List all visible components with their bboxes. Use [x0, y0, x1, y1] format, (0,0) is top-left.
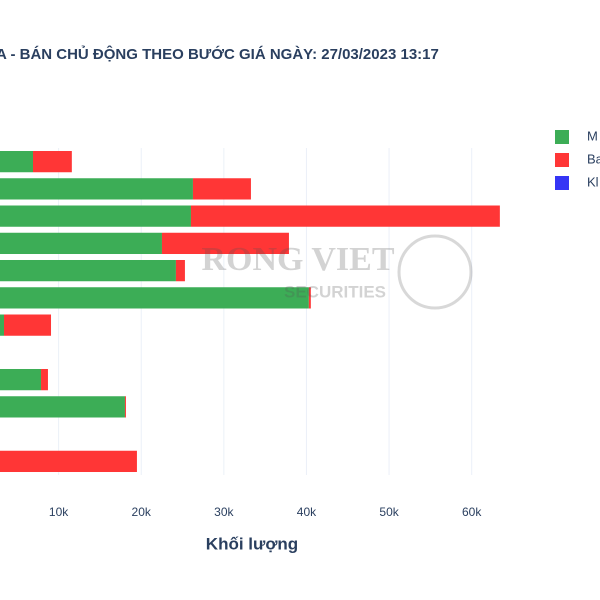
legend-label: Ba	[587, 151, 600, 166]
x-axis-label: Khối lượng	[206, 534, 298, 553]
chart-title: A - BÁN CHỦ ĐỘNG THEO BƯỚC GIÁ NGÀY: 27/…	[0, 45, 439, 63]
bar-segment	[0, 368, 42, 391]
bar-segment	[308, 287, 311, 309]
x-tick-label: 40k	[297, 505, 317, 519]
bar-segment	[0, 205, 191, 227]
bar-segment	[124, 396, 126, 418]
x-tick-label: 60k	[462, 505, 482, 519]
bar-segment	[41, 368, 48, 391]
bar-segment	[175, 259, 185, 282]
legend-swatch	[555, 176, 569, 190]
bar-segment	[190, 205, 500, 227]
bar-segment	[33, 150, 72, 173]
x-tick-label: 10k	[49, 505, 69, 519]
bar-segment	[0, 314, 5, 336]
legend-swatch	[555, 130, 569, 144]
bar-segment	[0, 232, 162, 255]
bar-segment	[0, 396, 125, 418]
watermark: RONG VIET SECURITIES	[201, 234, 473, 310]
watermark-text: RONG VIET	[201, 241, 394, 278]
legend-swatch	[555, 153, 569, 167]
watermark-subtext: SECURITIES	[284, 282, 386, 301]
x-tick-label: 20k	[132, 505, 152, 519]
bar-segment	[0, 287, 309, 309]
watermark-logo	[397, 234, 473, 310]
x-tick-label: 50k	[379, 505, 399, 519]
bar-segment	[0, 259, 176, 282]
bar-segment	[192, 178, 251, 200]
x-tick-label: 30k	[214, 505, 234, 519]
bar-segment	[0, 450, 137, 473]
bar-segment	[161, 232, 289, 255]
legend-label: Kl	[587, 174, 599, 189]
plot: 10k 20k 30k 40k 50k 60k M Ba Kl	[0, 128, 600, 519]
bar-segment	[0, 150, 34, 173]
bar-segment	[4, 314, 52, 336]
bar-segment	[0, 178, 193, 200]
legend-label: M	[587, 128, 598, 143]
